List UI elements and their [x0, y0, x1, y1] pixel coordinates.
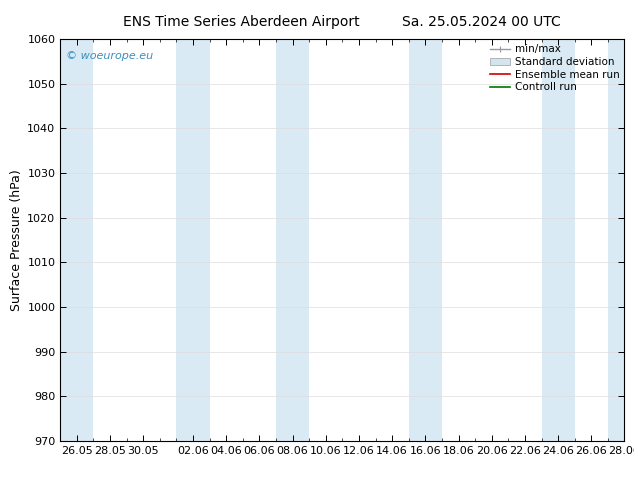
Bar [541, 39, 574, 441]
Text: Sa. 25.05.2024 00 UTC: Sa. 25.05.2024 00 UTC [403, 15, 561, 29]
Y-axis label: Surface Pressure (hPa): Surface Pressure (hPa) [10, 169, 23, 311]
Legend: min/max, Standard deviation, Ensemble mean run, Controll run: min/max, Standard deviation, Ensemble me… [488, 42, 621, 94]
Text: ENS Time Series Aberdeen Airport: ENS Time Series Aberdeen Airport [122, 15, 359, 29]
Bar [276, 39, 309, 441]
Bar [608, 39, 634, 441]
Bar [409, 39, 442, 441]
Bar [176, 39, 210, 441]
Bar [60, 39, 93, 441]
Text: © woeurope.eu: © woeurope.eu [66, 51, 153, 61]
